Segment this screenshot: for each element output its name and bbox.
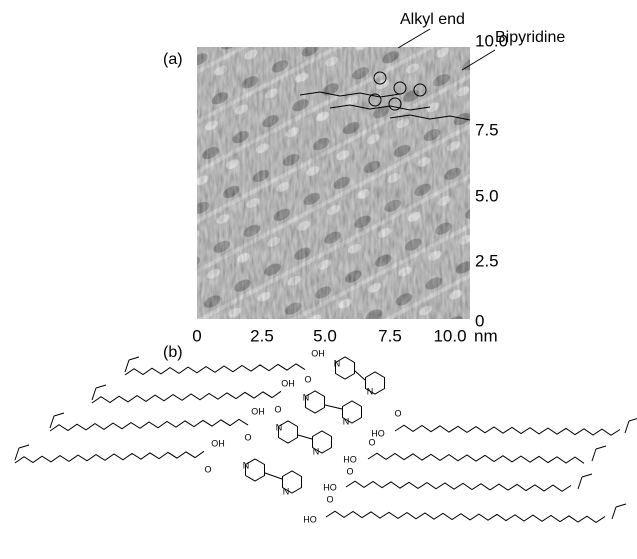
- bond: [592, 449, 596, 461]
- bond: [50, 416, 54, 428]
- atom-label: HO: [323, 482, 337, 492]
- atom-label: O: [274, 404, 281, 414]
- atom-label: N: [243, 460, 250, 470]
- x-tick-label: 10.0: [433, 326, 466, 345]
- bond: [596, 446, 606, 449]
- atom-label: N: [313, 446, 320, 456]
- alkyl-chain: [125, 364, 305, 375]
- x-tick-label: 5.0: [313, 326, 337, 345]
- x-tick-label: 7.5: [378, 326, 402, 345]
- atom-label: N: [276, 422, 283, 432]
- alkyl-chain: [395, 425, 620, 435]
- annotation: Alkyl end: [400, 11, 465, 28]
- bond: [612, 507, 616, 519]
- atom-label: O: [244, 432, 251, 442]
- atom-label: HO: [343, 454, 357, 464]
- bond: [582, 474, 592, 477]
- alkyl-chain: [15, 451, 204, 463]
- alkyl-chain: [92, 391, 281, 403]
- atom-label: OH: [211, 438, 225, 448]
- atom-label: OH: [281, 378, 295, 388]
- x-tick-label: 2.5: [250, 326, 274, 345]
- alkyl-chain: [50, 419, 248, 431]
- bond: [629, 418, 637, 421]
- panel-label: (a): [163, 51, 183, 68]
- arrow: [398, 29, 430, 48]
- bond: [298, 435, 312, 439]
- y-tick-label: 7.5: [475, 120, 499, 139]
- bond: [15, 448, 19, 460]
- figure: (a) Alkyl end Bipyridine (b) 10.07.55.02…: [0, 0, 637, 559]
- atom-label: OH: [251, 406, 265, 416]
- y-tick-label: 2.5: [475, 251, 499, 270]
- atom-label: O: [346, 466, 353, 476]
- alkyl-chain: [326, 511, 605, 522]
- alkyl-chain: [368, 453, 584, 463]
- atom-label: N: [334, 358, 341, 368]
- atom-label: O: [394, 408, 401, 418]
- atom-label: O: [326, 494, 333, 504]
- atom-label: OH: [311, 348, 325, 358]
- y-tick-label: 10.0: [475, 31, 508, 50]
- alkyl-chain: [346, 481, 571, 491]
- atom-label: N: [367, 386, 374, 396]
- bond: [125, 360, 129, 372]
- bond: [616, 504, 626, 507]
- bond: [129, 357, 139, 360]
- x-tick-label: 0: [192, 326, 201, 345]
- atom-label: O: [304, 374, 311, 384]
- y-tick-label: 5.0: [475, 186, 499, 205]
- bond: [325, 405, 342, 409]
- atom-label: O: [204, 464, 211, 474]
- bond: [92, 388, 96, 400]
- atom-label: N: [343, 416, 350, 426]
- stm-image: [197, 47, 470, 319]
- bond: [355, 371, 365, 380]
- panel-label: (b): [163, 344, 183, 361]
- bond: [265, 473, 282, 479]
- bond: [578, 477, 582, 489]
- bond: [19, 445, 29, 448]
- atom-label: HO: [303, 514, 317, 524]
- bond: [625, 421, 629, 433]
- atom-label: O: [368, 437, 375, 447]
- atom-label: N: [303, 392, 310, 402]
- x-unit: nm: [474, 326, 498, 345]
- bond: [54, 413, 64, 416]
- atom-label: N: [283, 486, 290, 496]
- bond: [96, 385, 106, 388]
